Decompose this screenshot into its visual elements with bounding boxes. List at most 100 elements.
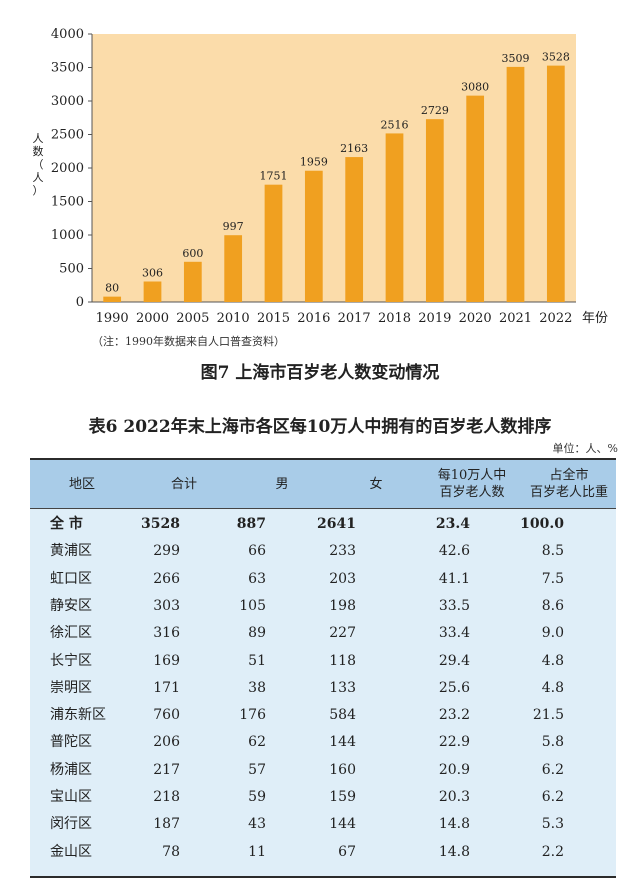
data-label-2018: 2516 bbox=[381, 118, 409, 131]
data-label-2019: 2729 bbox=[421, 104, 449, 117]
cell-male: 57 bbox=[248, 761, 266, 778]
y-tick-label: 4000 bbox=[51, 27, 84, 42]
table-row: 静安区 303 105 198 33.5 8.6 bbox=[30, 593, 616, 620]
cell-share: 6.2 bbox=[541, 789, 564, 805]
cell-female: 584 bbox=[329, 707, 356, 724]
bar-2005 bbox=[183, 261, 202, 302]
cell-share: 21.5 bbox=[532, 707, 564, 724]
cell-female: 144 bbox=[329, 816, 356, 833]
bar-2000 bbox=[143, 281, 162, 302]
x-tick-label-2018: 2018 bbox=[378, 311, 411, 326]
data-table: 地区 合计 男 女 每10万人中 百岁老人数 占全市 百岁老人比重 全 市 3528 887 264… bbox=[30, 458, 616, 878]
table-row: 徐汇区 316 89 227 33.4 9.0 bbox=[30, 620, 616, 647]
x-tick-label-1990: 1990 bbox=[96, 311, 129, 326]
cell-district: 长宁区 bbox=[50, 652, 92, 669]
cell-female: 144 bbox=[329, 734, 356, 751]
bar-chart: 0 500 1000 1500 2000 2500 3000 3500 4000 人数（人） 80 1… bbox=[0, 0, 640, 360]
cell-per100k: 20.3 bbox=[438, 789, 470, 805]
table-row: 普陀区 206 62 144 22.9 5.8 bbox=[30, 729, 616, 756]
cell-male: 89 bbox=[248, 625, 266, 642]
cell-male: 59 bbox=[248, 789, 266, 805]
cell-male: 66 bbox=[248, 543, 266, 560]
cell-per100k: 33.4 bbox=[438, 625, 470, 642]
header-cell-female: 女 bbox=[369, 476, 383, 492]
cell-share: 8.5 bbox=[541, 543, 564, 560]
table-row-total: 全 市 3528 887 2641 23.4 100.0 bbox=[30, 511, 616, 538]
cell-per100k: 33.5 bbox=[438, 597, 470, 614]
cell-female: 227 bbox=[329, 625, 356, 642]
cell-share: 9.0 bbox=[541, 625, 564, 642]
cell-total: 171 bbox=[153, 679, 180, 696]
cell-male: 38 bbox=[248, 679, 266, 696]
header-cell-total: 合计 bbox=[170, 476, 197, 492]
cell-total: 169 bbox=[153, 652, 180, 669]
x-axis-label: 年份 bbox=[582, 311, 608, 326]
bar-2022 bbox=[546, 65, 565, 303]
cell-total: 266 bbox=[153, 570, 180, 587]
header-cell-per100k: 每10万人中 百岁老人数 bbox=[437, 468, 507, 500]
cell-per100k: 22.9 bbox=[438, 734, 470, 751]
table-header: 地区 合计 男 女 每10万人中 百岁老人数 占全市 百岁老人比重 bbox=[30, 460, 616, 509]
bar-2010 bbox=[224, 235, 243, 302]
x-tick-label-2021: 2021 bbox=[499, 311, 532, 326]
plot-area bbox=[92, 34, 576, 302]
cell-per100k: 23.2 bbox=[438, 707, 470, 724]
cell-female: 2641 bbox=[317, 516, 356, 532]
bar-2020 bbox=[466, 95, 485, 302]
x-tick-label-2019: 2019 bbox=[418, 311, 451, 326]
cell-female: 133 bbox=[329, 679, 356, 696]
y-tick-label: 1500 bbox=[51, 195, 84, 210]
cell-female: 159 bbox=[329, 789, 356, 805]
y-tick-label: 2500 bbox=[51, 128, 84, 143]
data-label-1990: 80 bbox=[105, 282, 119, 295]
bar-2017 bbox=[345, 157, 364, 302]
cell-district: 浦东新区 bbox=[50, 707, 106, 724]
data-label-2022: 3528 bbox=[542, 51, 570, 64]
cell-district: 金山区 bbox=[50, 843, 92, 860]
cell-share: 8.6 bbox=[541, 597, 564, 614]
x-tick-label-2022: 2022 bbox=[539, 311, 572, 326]
table-row: 虹口区 266 63 203 41.1 7.5 bbox=[30, 566, 616, 593]
table-row: 金山区 78 11 67 14.8 2.2 bbox=[30, 839, 616, 866]
cell-district: 全 市 bbox=[50, 516, 83, 532]
table-row: 长宁区 169 51 118 29.4 4.8 bbox=[30, 648, 616, 675]
data-label-2005: 600 bbox=[182, 247, 203, 260]
table-unit: 单位：人、% bbox=[552, 442, 618, 455]
data-label-2015: 1751 bbox=[260, 170, 288, 183]
cell-female: 203 bbox=[329, 570, 356, 587]
bar-1990 bbox=[103, 296, 122, 302]
cell-female: 198 bbox=[329, 597, 356, 614]
cell-female: 118 bbox=[329, 652, 356, 669]
table-row: 杨浦区 217 57 160 20.9 6.2 bbox=[30, 757, 616, 784]
cell-share: 2.2 bbox=[541, 843, 564, 860]
bar-2019 bbox=[425, 119, 444, 302]
cell-female: 233 bbox=[329, 543, 356, 560]
x-tick-label-2020: 2020 bbox=[459, 311, 492, 326]
cell-district: 虹口区 bbox=[50, 570, 92, 587]
x-tick-label-2005: 2005 bbox=[176, 311, 209, 326]
data-label-2020: 3080 bbox=[461, 81, 489, 94]
cell-per100k: 29.4 bbox=[438, 652, 470, 669]
x-tick-label-2015: 2015 bbox=[257, 311, 290, 326]
cell-male: 11 bbox=[248, 843, 266, 860]
cell-share: 5.8 bbox=[541, 734, 564, 751]
cell-per100k: 20.9 bbox=[438, 761, 470, 778]
cell-total: 217 bbox=[153, 761, 180, 778]
header-cell-name: 地区 bbox=[68, 476, 95, 492]
data-label-2021: 3509 bbox=[502, 52, 530, 65]
bar-2018 bbox=[385, 133, 404, 302]
y-tick-label: 3500 bbox=[51, 61, 84, 76]
table-title: 表6 2022年末上海市各区每10万人中拥有的百岁老人数排序 bbox=[88, 417, 552, 437]
y-axis-label: 人数（人） bbox=[33, 132, 44, 197]
cell-male: 887 bbox=[236, 516, 266, 532]
cell-district: 普陀区 bbox=[50, 734, 92, 751]
cell-district: 闵行区 bbox=[50, 816, 92, 833]
cell-per100k: 41.1 bbox=[438, 570, 470, 587]
data-label-2000: 306 bbox=[142, 266, 163, 279]
cell-total: 206 bbox=[153, 734, 180, 751]
cell-district: 崇明区 bbox=[50, 679, 92, 696]
cell-per100k: 23.4 bbox=[435, 516, 470, 532]
table-row: 崇明区 171 38 133 25.6 4.8 bbox=[30, 675, 616, 702]
bar-2015 bbox=[264, 184, 283, 302]
cell-share: 7.5 bbox=[541, 570, 564, 587]
